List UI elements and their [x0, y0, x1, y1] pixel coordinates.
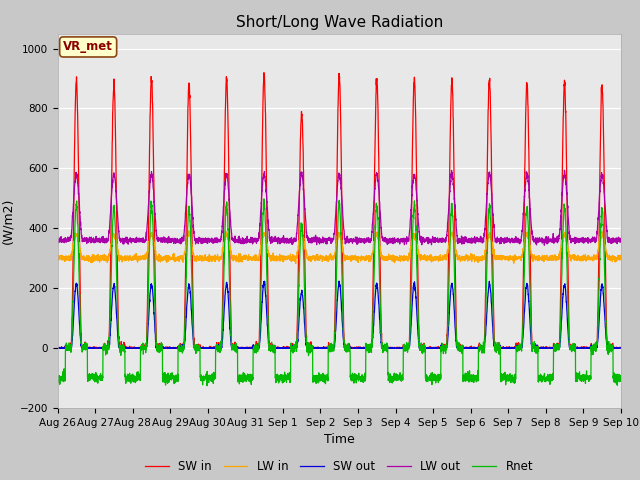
LW out	[540, 242, 548, 248]
Rnet	[564, 283, 572, 288]
Rnet	[617, 372, 625, 378]
LW in	[404, 255, 412, 261]
LW out	[617, 237, 625, 243]
SW in	[54, 345, 61, 351]
SW out	[335, 278, 343, 284]
Title: Short/Long Wave Radiation: Short/Long Wave Radiation	[236, 15, 443, 30]
SW in	[394, 345, 402, 351]
Rnet	[203, 383, 211, 388]
LW in	[564, 243, 572, 249]
SW in	[564, 227, 572, 233]
SW in	[404, 345, 412, 351]
SW in	[260, 70, 268, 75]
LW in	[185, 228, 193, 234]
Rnet	[260, 196, 268, 202]
SW out	[211, 345, 219, 351]
SW in	[617, 345, 625, 350]
Rnet	[404, 341, 412, 347]
SW in	[211, 345, 219, 351]
SW out	[564, 319, 572, 324]
Rnet	[211, 373, 219, 379]
LW in	[617, 256, 625, 262]
Rnet	[394, 376, 402, 382]
SW in	[175, 345, 182, 351]
Line: SW in: SW in	[58, 72, 621, 348]
LW in	[174, 257, 182, 263]
LW out	[617, 239, 625, 245]
Text: VR_met: VR_met	[63, 40, 113, 53]
SW out	[617, 345, 625, 351]
Y-axis label: (W/m2): (W/m2)	[1, 198, 14, 244]
SW out	[54, 345, 61, 351]
LW out	[54, 235, 61, 241]
Rnet	[617, 378, 625, 384]
Line: LW in: LW in	[58, 231, 621, 264]
Line: SW out: SW out	[58, 281, 621, 348]
Rnet	[174, 346, 182, 351]
X-axis label: Time: Time	[324, 433, 355, 446]
LW in	[211, 253, 219, 259]
LW out	[564, 204, 572, 210]
Line: LW out: LW out	[58, 170, 621, 245]
Line: Rnet: Rnet	[58, 199, 621, 385]
Rnet	[54, 376, 61, 382]
SW out	[175, 345, 182, 351]
SW out	[54, 345, 62, 351]
SW in	[54, 345, 61, 351]
Legend: SW in, LW in, SW out, LW out, Rnet: SW in, LW in, SW out, LW out, Rnet	[141, 455, 538, 478]
SW out	[394, 345, 402, 351]
LW in	[394, 255, 402, 261]
LW in	[54, 255, 61, 261]
LW in	[617, 254, 625, 260]
LW out	[394, 237, 402, 243]
SW out	[617, 345, 625, 351]
LW out	[211, 236, 219, 241]
SW out	[404, 345, 412, 351]
LW in	[292, 261, 300, 266]
LW out	[561, 168, 568, 173]
LW out	[174, 239, 182, 244]
SW in	[617, 345, 625, 350]
LW out	[404, 237, 412, 242]
